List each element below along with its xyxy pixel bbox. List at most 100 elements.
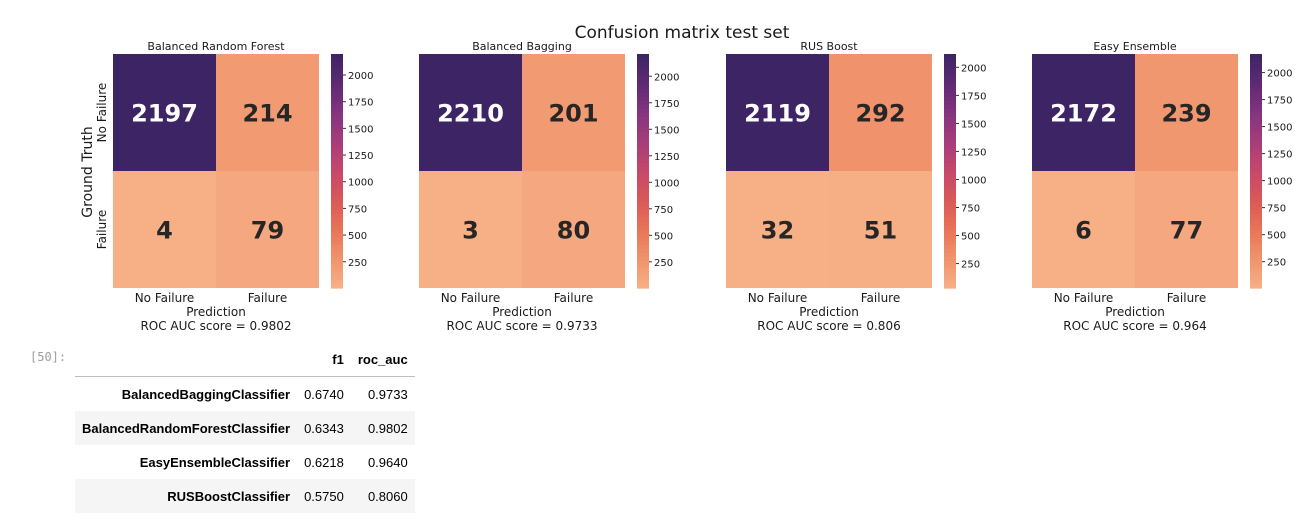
colorbar-segment: [331, 221, 343, 227]
colorbar-segment: [1250, 128, 1262, 133]
colorbar-segment: [944, 100, 956, 106]
x-tick-label: No Failure: [748, 291, 808, 305]
cell-value-label: 2197: [131, 100, 198, 128]
colorbar-segment: [331, 73, 343, 78]
colorbar-tick-label: 500: [654, 231, 673, 242]
heatmap-cell: [419, 171, 522, 288]
colorbar-segment: [331, 167, 343, 172]
colorbar-segment: [1250, 256, 1262, 262]
colorbar-segment: [1250, 280, 1262, 285]
colorbar-segment: [944, 120, 956, 125]
colorbar-segment: [331, 190, 343, 195]
colorbar-tick-label: 1000: [961, 175, 986, 186]
colorbar-segment: [637, 272, 649, 277]
colorbar-segment: [331, 233, 343, 238]
colorbar-segment: [944, 159, 956, 164]
cell-value-label: 239: [1161, 100, 1211, 128]
colorbar-segment: [944, 252, 956, 258]
colorbar-segment: [637, 233, 649, 238]
colorbar-segment: [331, 280, 343, 285]
colorbar-segment: [637, 135, 649, 141]
colorbar-segment: [331, 69, 343, 75]
colorbar-segment: [1250, 73, 1262, 78]
colorbar-segment: [1250, 104, 1262, 110]
colorbar-segment: [944, 268, 956, 273]
colorbar-segment: [331, 229, 343, 234]
colorbar-tick-label: 750: [348, 204, 367, 215]
cell-value-label: 79: [251, 217, 284, 245]
heatmap-cell: [216, 171, 319, 288]
colorbar-tick-label: 1500: [348, 124, 373, 135]
colorbar-segment: [331, 171, 343, 176]
table-row: BalancedBaggingClassifier 0.6740 0.9733: [75, 377, 415, 412]
colorbar-segment: [331, 132, 343, 137]
colorbar-tick-label: 500: [961, 232, 980, 243]
colorbar-segment: [944, 206, 956, 211]
colorbar-segment: [637, 104, 649, 110]
colorbar-segment: [1250, 213, 1262, 219]
colorbar-segment: [331, 89, 343, 94]
colorbar-segment: [331, 252, 343, 258]
colorbar-segment: [1250, 182, 1262, 188]
colorbar-tick-label: 250: [1267, 258, 1286, 269]
colorbar-segment: [331, 210, 343, 215]
heatmap-cell: [829, 171, 932, 288]
colorbar-segment: [1250, 135, 1262, 141]
colorbar-tick-label: 250: [961, 260, 980, 271]
row-name: EasyEnsembleClassifier: [139, 454, 291, 470]
row-name: BalancedRandomForestClassifier: [82, 420, 291, 436]
cell-value-label: 214: [242, 100, 292, 128]
colorbar-segment: [637, 210, 649, 215]
colorbar-segment: [637, 264, 649, 270]
colorbar-segment: [637, 89, 649, 94]
colorbar-segment: [944, 190, 956, 195]
colorbar-segment: [331, 61, 343, 67]
colorbar-segment: [637, 241, 649, 246]
colorbar-segment: [637, 256, 649, 262]
x-tick-label: Failure: [1167, 291, 1206, 305]
colorbar-segment: [1250, 171, 1262, 176]
colorbar-segment: [331, 100, 343, 106]
colorbar-segment: [331, 260, 343, 266]
colorbar-segment: [1250, 249, 1262, 254]
colorbar-segment: [331, 77, 343, 82]
colorbar-segment: [1250, 237, 1262, 242]
colorbar-segment: [1250, 65, 1262, 71]
colorbar-segment: [331, 104, 343, 110]
colorbar-segment: [331, 96, 343, 102]
colorbar-segment: [1250, 221, 1262, 227]
colorbar-segment: [944, 73, 956, 78]
colorbar-segment: [1250, 252, 1262, 258]
row-name: RUSBoostClassifier: [167, 488, 291, 504]
confusion-matrix-figure: Confusion matrix test set Ground Truth B…: [80, 23, 1292, 333]
colorbar-tick-label: 1750: [654, 99, 679, 110]
colorbar-segment: [1250, 206, 1262, 211]
colorbar-segment: [637, 237, 649, 242]
colorbar-segment: [331, 272, 343, 277]
colorbar-segment: [1250, 241, 1262, 246]
colorbar-segment: [637, 276, 649, 281]
colorbar-tick-label: 1000: [348, 178, 373, 189]
colorbar-segment: [944, 221, 956, 227]
colorbar-segment: [637, 100, 649, 106]
figure-title: Confusion matrix test set: [575, 23, 790, 43]
colorbar-segment: [944, 65, 956, 71]
colorbar-segment: [637, 202, 649, 207]
roc-auc-label: ROC AUC score = 0.964: [1063, 319, 1206, 333]
colorbar-segment: [637, 198, 649, 203]
colorbar-segment: [331, 143, 343, 149]
colorbar-segment: [637, 147, 649, 153]
colorbar-segment: [637, 69, 649, 75]
table-header-roc-auc: roc_auc: [350, 342, 415, 377]
colorbar-segment: [944, 198, 956, 203]
colorbar-segment: [331, 174, 343, 180]
colorbar-tick-label: 1000: [1267, 177, 1292, 188]
row-f1: 0.6343: [304, 420, 344, 436]
colorbar-segment: [944, 210, 956, 215]
colorbar-segment: [944, 116, 956, 121]
heatmap-panel: Easy Ensemble 2172 239 6 77 No Failure Failure…: [1032, 40, 1292, 333]
colorbar-segment: [637, 81, 649, 86]
colorbar-tick-label: 2000: [1267, 69, 1292, 80]
row-roc-auc: 0.9733: [367, 386, 408, 402]
colorbar-segment: [331, 256, 343, 262]
